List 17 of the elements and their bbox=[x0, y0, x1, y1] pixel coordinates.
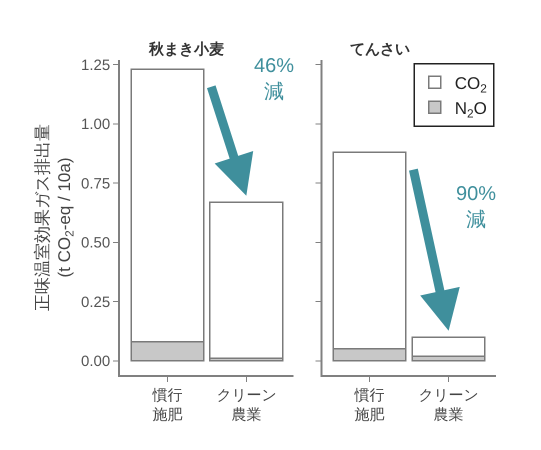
chart-title: てんさい bbox=[350, 41, 410, 58]
y-tick-label: 0.25 bbox=[81, 294, 110, 311]
x-tick-label: 慣行施肥 bbox=[151, 386, 182, 424]
legend-label: N$_{2}$O bbox=[454, 98, 487, 120]
y-tick-label: 0.00 bbox=[81, 353, 110, 370]
annotation: 90% 減 bbox=[456, 183, 496, 231]
annotation: 46% 減 bbox=[254, 55, 294, 103]
chart-title: 秋まき小麦 bbox=[148, 41, 224, 58]
y-tick-label: 0.75 bbox=[81, 175, 110, 192]
bar bbox=[209, 201, 284, 360]
x-tick-label: 慣行施肥 bbox=[354, 386, 385, 424]
legend-label: CO$_{2}$ bbox=[454, 74, 488, 96]
y-tick-label: 1.25 bbox=[81, 56, 110, 74]
x-tick-label: クリーン農業 bbox=[418, 386, 479, 424]
y-tick-label: 0.50 bbox=[81, 234, 110, 252]
y-tick-label: 1.00 bbox=[81, 116, 110, 134]
x-tick-label: クリーン農業 bbox=[216, 386, 276, 424]
